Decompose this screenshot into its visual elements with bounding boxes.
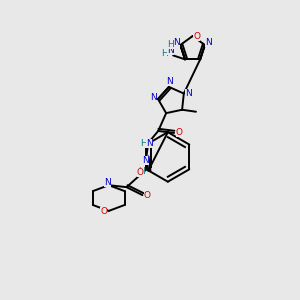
Text: O: O	[144, 190, 151, 200]
Text: N: N	[173, 38, 180, 47]
Text: N: N	[206, 38, 212, 47]
Text: N: N	[142, 156, 149, 165]
Text: N: N	[104, 178, 111, 187]
Text: O: O	[193, 32, 200, 40]
Text: O: O	[176, 128, 182, 137]
Text: H: H	[138, 167, 145, 176]
Text: H: H	[167, 40, 173, 49]
Text: N: N	[185, 89, 192, 98]
Text: N: N	[167, 46, 173, 55]
Text: H: H	[161, 49, 168, 58]
Text: O: O	[137, 168, 144, 177]
Text: H: H	[140, 139, 147, 148]
Text: O: O	[100, 207, 107, 216]
Text: N: N	[146, 139, 153, 148]
Text: N: N	[150, 92, 156, 101]
Text: N: N	[167, 77, 173, 86]
